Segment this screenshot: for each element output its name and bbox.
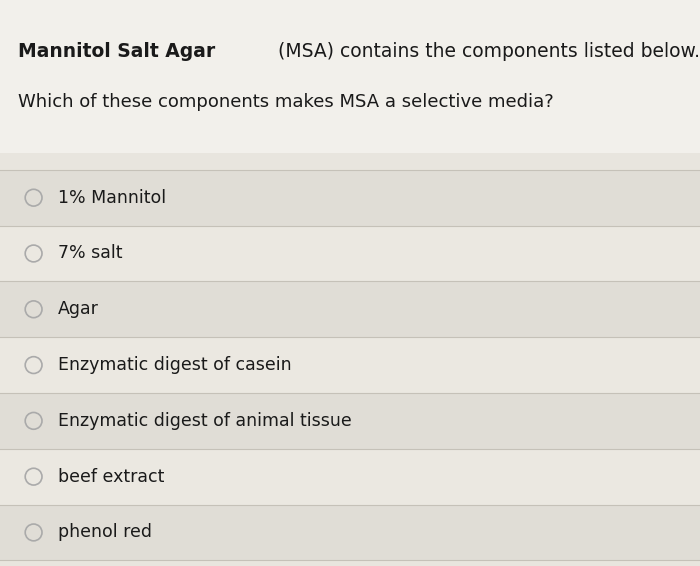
Text: Agar: Agar — [58, 301, 99, 318]
FancyBboxPatch shape — [0, 337, 700, 393]
Text: 7% salt: 7% salt — [58, 245, 122, 263]
Text: Enzymatic digest of casein: Enzymatic digest of casein — [58, 356, 292, 374]
FancyBboxPatch shape — [0, 393, 700, 449]
Text: Which of these components makes MSA a selective media?: Which of these components makes MSA a se… — [18, 93, 553, 112]
FancyBboxPatch shape — [0, 449, 700, 504]
Text: Enzymatic digest of animal tissue: Enzymatic digest of animal tissue — [58, 412, 352, 430]
FancyBboxPatch shape — [0, 226, 700, 281]
FancyBboxPatch shape — [0, 0, 700, 153]
FancyBboxPatch shape — [0, 281, 700, 337]
FancyBboxPatch shape — [0, 504, 700, 560]
Text: beef extract: beef extract — [58, 468, 164, 486]
Text: (MSA) contains the components listed below.: (MSA) contains the components listed bel… — [272, 42, 700, 62]
FancyBboxPatch shape — [0, 170, 700, 226]
Text: phenol red: phenol red — [58, 524, 152, 542]
Text: Mannitol Salt Agar: Mannitol Salt Agar — [18, 42, 215, 62]
Text: 1% Mannitol: 1% Mannitol — [58, 188, 166, 207]
